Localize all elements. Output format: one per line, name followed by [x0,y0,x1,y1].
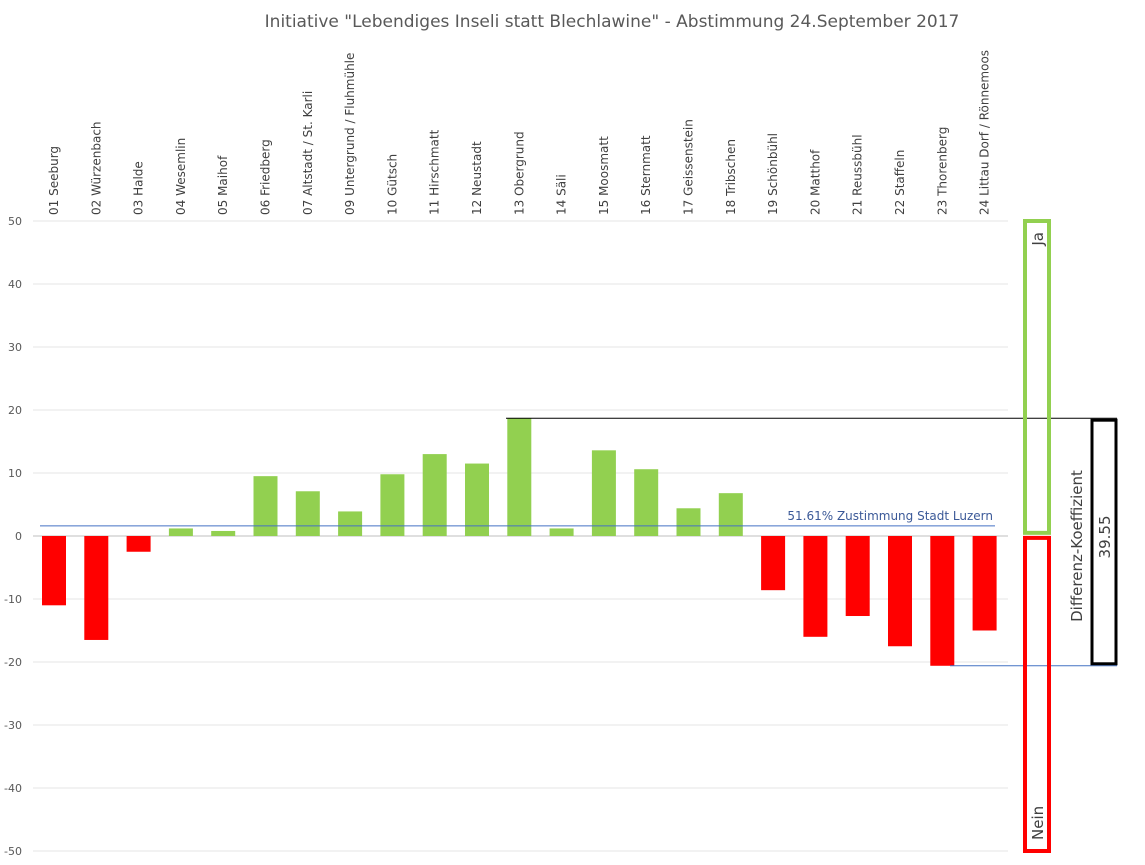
bar [761,536,786,591]
bar [126,536,151,552]
category-label: 02 Würzenbach [89,121,103,215]
y-tick-label: 20 [8,404,22,417]
reference-line-label: 51.61% Zustimmung Stadt Luzern [787,509,993,523]
y-tick-label: 40 [8,278,22,291]
coefficient-value: 39.55 [1096,516,1114,559]
y-tick-label: 30 [8,341,22,354]
category-label: 11 Hirschmatt [428,129,442,215]
bar [42,536,66,606]
bar [338,511,363,536]
nein-box [1023,535,1051,853]
category-label: 06 Friedberg [259,139,273,215]
category-label: 03 Halde [132,161,146,215]
category-label: 12 Neustadt [470,141,484,215]
category-label: 07 Altstadt / St. Karli [301,91,315,215]
bar [422,454,447,536]
category-label: 19 Schönbühl [766,133,780,215]
category-label: 22 Staffeln [893,150,907,215]
bar [803,536,828,637]
y-tick-label: -30 [4,719,22,732]
chart-title: Initiative "Lebendiges Inseli statt Blec… [265,12,960,32]
category-label: 16 Sternmatt [639,135,653,215]
bar [549,528,574,536]
bar [845,536,870,617]
y-axis: 50 40 30 20 10 0 -10 -20 -30 -40 -50 [4,215,22,858]
bar [718,493,743,536]
bar [634,469,659,536]
bar [211,530,236,536]
category-label: 15 Moosmatt [597,136,611,215]
y-tick-label: 50 [8,215,22,228]
bar [168,528,193,536]
y-tick-label: -10 [4,593,22,606]
category-label: 17 Geissenstein [682,119,696,215]
bar [465,463,489,536]
ja-label: Ja [1029,232,1047,247]
category-label: 21 Reussbühl [851,134,865,215]
y-tick-label: 10 [8,467,22,480]
category-label: 18 Tribschen [724,139,738,215]
bar [507,418,532,536]
bar [253,476,278,536]
bar [380,474,405,536]
category-label: 20 Matthof [808,149,822,215]
bar [972,536,997,631]
nein-label: Nein [1029,806,1047,840]
category-labels: 01 Seeburg 02 Würzenbach 03 Halde 04 Weseml… [47,50,992,215]
bar [84,536,109,640]
bar [930,536,955,666]
bar [295,491,320,536]
y-tick-label: -40 [4,782,22,795]
y-tick-label: 0 [15,530,22,543]
coefficient-frame [1090,418,1118,666]
category-label: 23 Thorenberg [935,127,949,215]
category-label: 05 Maihof [216,155,230,215]
category-label: 24 Littau Dorf / Rönnemoos [978,50,992,215]
y-tick-label: -50 [4,845,22,858]
reference-lines: 51.61% Zustimmung Stadt Luzern [40,417,1117,667]
coefficient-box: Differenz-Koeffizient 39.55 [1068,418,1118,666]
bar [591,450,616,536]
category-label: 04 Wesemlin [174,138,188,215]
ja-nein-legend: Ja Nein [1023,219,1051,853]
bar [676,508,701,536]
category-label: 14 Säli [555,174,569,215]
y-tick-label: -20 [4,656,22,669]
category-label: 09 Untergrund / Fluhmühle [343,53,357,215]
bars [42,418,997,666]
bar [888,536,912,647]
category-label: 10 Gütsch [385,154,399,215]
category-label: 13 Obergrund [512,131,526,215]
ja-box [1023,219,1051,535]
category-label: 01 Seeburg [47,146,61,215]
coefficient-label: Differenz-Koeffizient [1068,470,1086,622]
